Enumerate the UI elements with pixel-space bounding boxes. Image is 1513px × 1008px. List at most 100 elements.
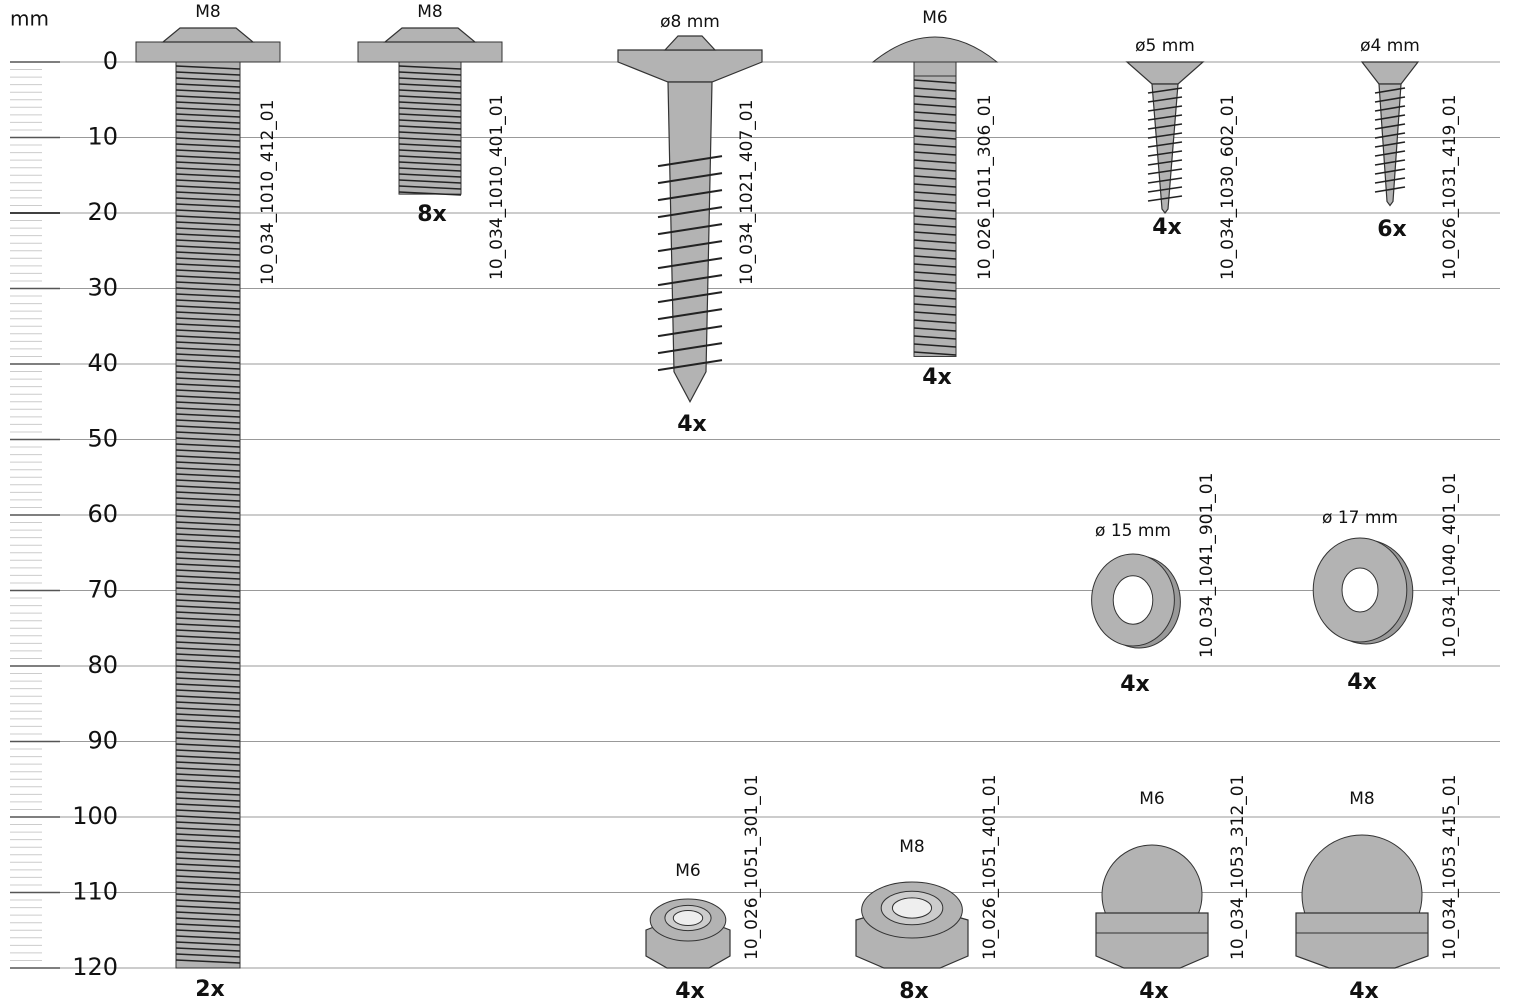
thread — [175, 671, 241, 676]
thread — [1147, 177, 1183, 184]
thread — [175, 323, 241, 328]
part-code: 10_034_1040_401_01 — [1440, 473, 1460, 658]
thread — [398, 173, 462, 178]
size-label: M6 — [1139, 789, 1164, 809]
thread — [175, 365, 241, 370]
size-label: ø4 mm — [1360, 36, 1420, 56]
thread — [175, 821, 241, 826]
thread — [398, 65, 462, 70]
thread — [1147, 114, 1183, 121]
quantity: 2x — [195, 977, 225, 1002]
size-label: ø 17 mm — [1322, 508, 1398, 528]
thread — [175, 599, 241, 604]
thread — [175, 551, 241, 556]
thread — [913, 159, 957, 164]
thread — [398, 137, 462, 142]
thread — [175, 695, 241, 700]
head — [135, 41, 281, 63]
thread — [657, 274, 723, 287]
size-label: M8 — [417, 2, 442, 22]
ruler-label: 90 — [87, 727, 118, 755]
thread — [175, 623, 241, 628]
quantity: 4x — [1120, 672, 1150, 697]
thread — [913, 255, 957, 260]
thread — [175, 731, 241, 736]
thread — [175, 473, 241, 478]
thread — [1147, 141, 1183, 148]
thread — [175, 137, 241, 142]
thread — [913, 223, 957, 228]
thread — [913, 263, 957, 268]
thread — [175, 161, 241, 166]
thread — [175, 587, 241, 592]
thread — [913, 151, 957, 156]
thread — [657, 240, 723, 253]
thread — [913, 335, 957, 340]
thread — [1147, 150, 1183, 157]
head — [357, 41, 503, 63]
thread — [398, 83, 462, 88]
thread — [175, 569, 241, 574]
thread — [913, 167, 957, 172]
thread — [175, 557, 241, 562]
thread — [175, 533, 241, 538]
thread — [657, 155, 723, 168]
thread — [913, 95, 957, 100]
thread — [913, 319, 957, 324]
head-top — [663, 35, 717, 51]
thread — [175, 479, 241, 484]
thread — [175, 713, 241, 718]
thread — [175, 491, 241, 496]
thread — [175, 191, 241, 196]
ruler-label: 60 — [87, 500, 118, 528]
thread — [913, 207, 957, 212]
thread — [175, 173, 241, 178]
thread — [175, 737, 241, 742]
thread — [175, 641, 241, 646]
thread — [913, 79, 957, 84]
thread — [657, 206, 723, 219]
thread — [1147, 105, 1183, 112]
part-code: 10_034_1041_901_01 — [1197, 473, 1217, 658]
thread — [175, 89, 241, 94]
thread — [1147, 132, 1183, 139]
thread — [175, 233, 241, 238]
thread — [398, 191, 462, 196]
thread — [175, 425, 241, 430]
thread — [913, 87, 957, 92]
quantity: 4x — [1152, 215, 1182, 240]
quantity: 8x — [899, 979, 929, 1004]
thread — [175, 527, 241, 532]
thread — [175, 875, 241, 880]
thread — [175, 263, 241, 268]
thread — [175, 677, 241, 682]
thread — [175, 743, 241, 748]
thread — [175, 899, 241, 904]
thread — [175, 209, 241, 214]
thread — [175, 449, 241, 454]
thread — [175, 485, 241, 490]
head — [1125, 61, 1205, 85]
neck — [913, 61, 957, 77]
thread — [175, 215, 241, 220]
thread — [175, 467, 241, 472]
thread — [175, 617, 241, 622]
thread — [175, 395, 241, 400]
thread — [175, 629, 241, 634]
thread — [175, 419, 241, 424]
thread — [913, 119, 957, 124]
thread — [175, 329, 241, 334]
thread — [1374, 105, 1406, 112]
part-code: 10_034_1053_312_01 — [1228, 775, 1248, 960]
thread — [175, 815, 241, 820]
thread — [175, 521, 241, 526]
thread — [398, 101, 462, 106]
thread — [913, 199, 957, 204]
thread — [1147, 87, 1183, 94]
thread — [1374, 114, 1406, 121]
thread — [398, 119, 462, 124]
quantity: 4x — [922, 365, 952, 390]
thread — [175, 881, 241, 886]
thread — [175, 503, 241, 508]
thread — [175, 275, 241, 280]
